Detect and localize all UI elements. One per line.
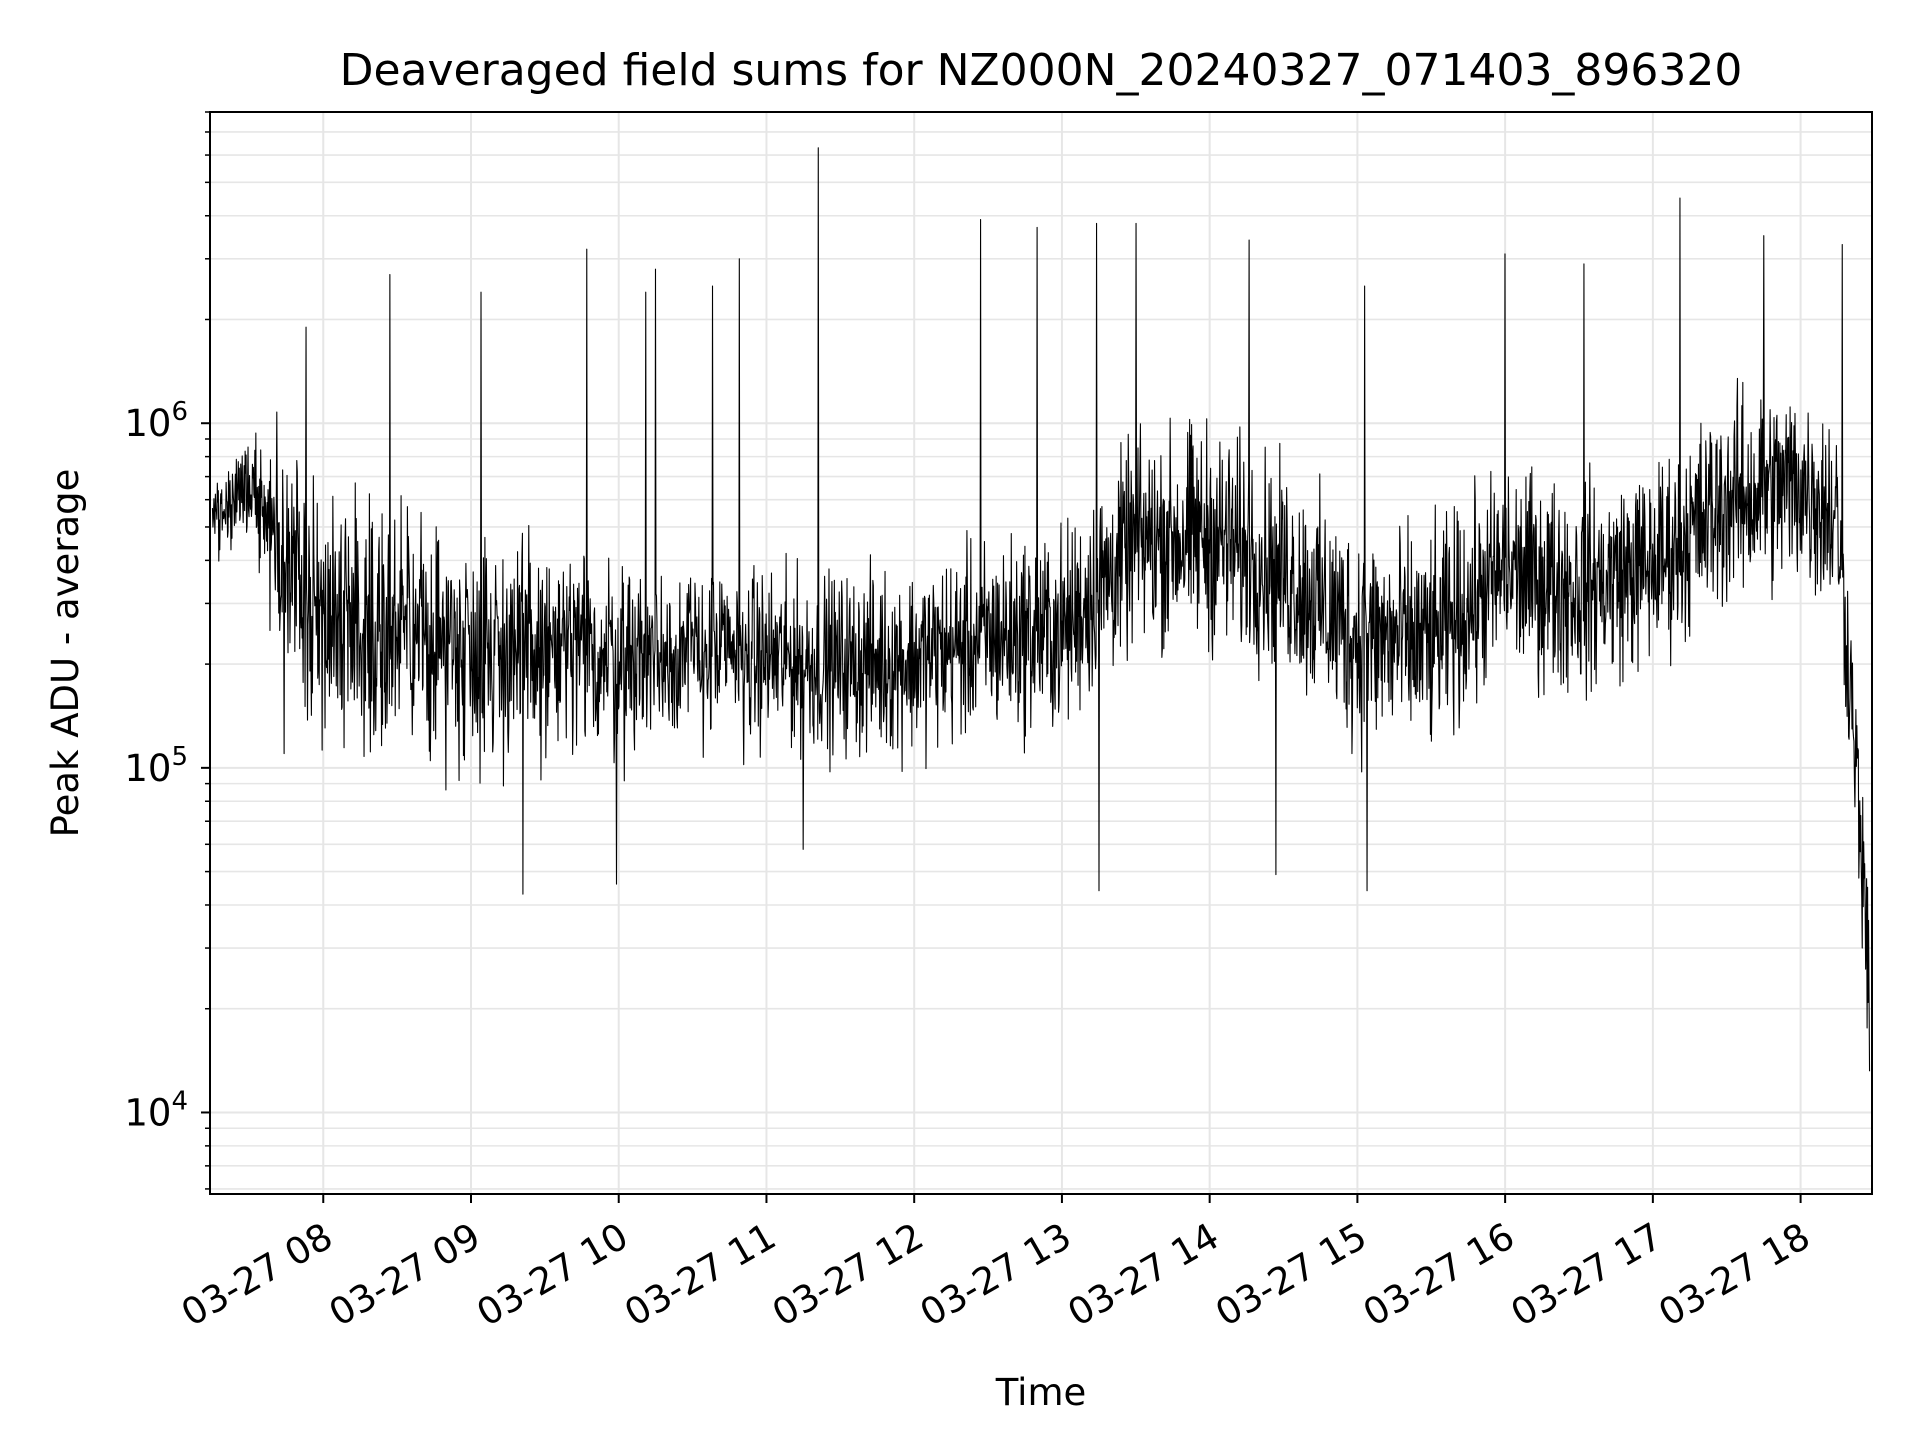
axes-frame — [209, 111, 1873, 1195]
x-axis-label: Time — [995, 1371, 1087, 1414]
plot-area — [211, 147, 1871, 1072]
y-axis: 104 105 106 — [124, 111, 210, 1190]
chart-title: Deaveraged field sums for NZ000N_2024032… — [340, 45, 1743, 96]
y-tick-label: 105 — [124, 742, 188, 790]
grid — [210, 111, 1872, 1194]
series-path — [211, 147, 1871, 1072]
y-tick-label: 106 — [124, 397, 188, 445]
y-axis-label: Peak ADU - average — [44, 469, 87, 838]
y-tick-label: 104 — [124, 1086, 188, 1134]
series-line — [211, 147, 1871, 1072]
